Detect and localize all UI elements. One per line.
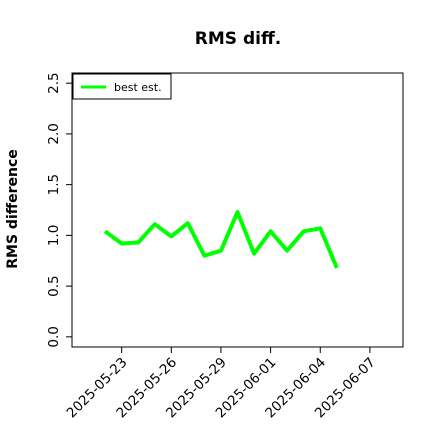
y-tick-label: 1.5 — [46, 174, 62, 195]
plot-frame — [71, 72, 404, 348]
y-tick-label: 0.0 — [46, 326, 62, 347]
y-axis: 0.0 0.5 1.0 1.5 2.0 2.5 — [46, 72, 72, 348]
y-axis-label: RMS difference — [5, 149, 21, 269]
y-tick-label: 1.0 — [46, 225, 62, 246]
legend-label: best est. — [114, 81, 162, 94]
y-tick-label: 2.0 — [46, 123, 62, 144]
y-tick-label: 2.5 — [46, 72, 62, 93]
y-tick-label: 0.5 — [46, 275, 62, 296]
x-axis: 2025-05-232025-05-262025-05-292025-06-01… — [64, 347, 379, 421]
series-line — [103, 210, 339, 269]
series-layer — [103, 210, 339, 269]
legend: best est. — [72, 73, 172, 100]
chart-title: RMS diff. — [195, 29, 281, 49]
